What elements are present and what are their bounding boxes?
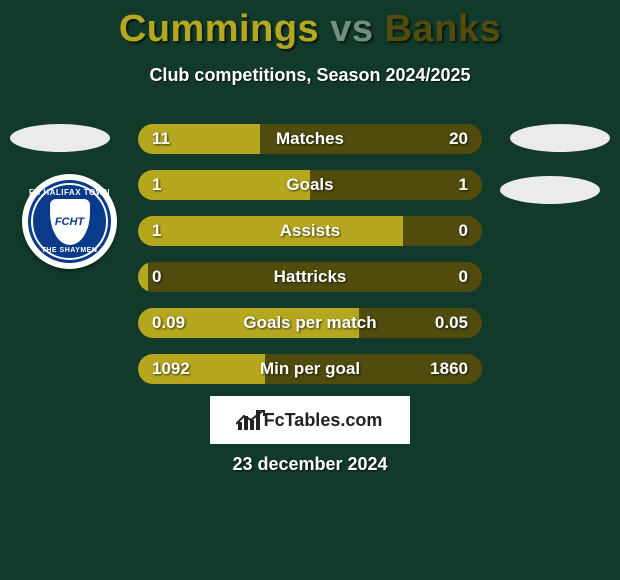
comparison-card: Cummings vs Banks Club competitions, Sea… [0,0,620,580]
club-crest: FC HALIFAX TOWN FCHT THE SHAYMEN [22,174,117,269]
bar-chart-icon [238,410,260,430]
stat-row: 0.090.05Goals per match [138,308,482,338]
page-title: Cummings vs Banks [0,0,620,51]
date-label: 23 december 2024 [0,454,620,475]
title-player1: Cummings [119,8,319,50]
subtitle: Club competitions, Season 2024/2025 [0,65,620,86]
player2-photo-placeholder [510,124,610,152]
stat-row: 1120Matches [138,124,482,154]
stat-row: 10Assists [138,216,482,246]
stat-label: Matches [138,124,482,154]
crest-monogram: FCHT [55,216,84,228]
stat-label: Goals per match [138,308,482,338]
stat-row: 10921860Min per goal [138,354,482,384]
stat-row: 11Goals [138,170,482,200]
crest-bottom-text: THE SHAYMEN [42,247,98,254]
stats-container: 1120Matches 11Goals 10Assists 00Hattricks 0.… [138,124,482,400]
stat-label: Hattricks [138,262,482,292]
watermark: FcTables.com [210,396,410,444]
stat-label: Min per goal [138,354,482,384]
trend-line-icon [236,410,266,426]
title-player2: Banks [385,8,502,50]
crest-top-text: FC HALIFAX TOWN [29,188,110,197]
player1-photo-placeholder [10,124,110,152]
stat-row: 00Hattricks [138,262,482,292]
title-vs: vs [330,8,373,50]
stat-label: Goals [138,170,482,200]
watermark-text: FcTables.com [264,410,383,431]
player2-club-placeholder [500,176,600,204]
stat-label: Assists [138,216,482,246]
